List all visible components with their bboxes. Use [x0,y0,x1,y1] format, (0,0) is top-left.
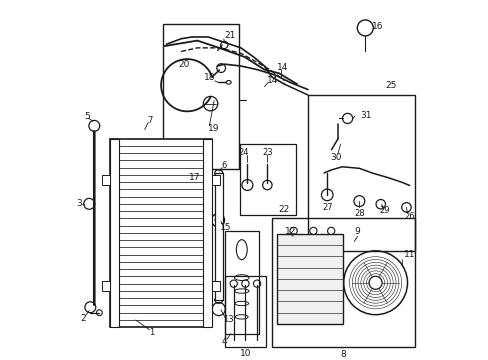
Bar [203,139,211,327]
Text: 25: 25 [385,81,396,90]
Text: 11: 11 [403,250,414,259]
Bar [224,231,259,334]
Text: 22: 22 [278,205,289,214]
Text: 14: 14 [276,63,288,72]
Bar [102,175,110,185]
Text: 15: 15 [220,223,231,232]
Bar [214,173,222,300]
Text: 14: 14 [266,76,278,85]
Text: 31: 31 [359,111,371,120]
Text: 18: 18 [204,73,215,82]
Text: 1: 1 [149,328,154,337]
Bar [102,280,110,291]
Text: 4: 4 [221,337,227,346]
Text: 23: 23 [262,148,272,157]
Text: 21: 21 [224,31,235,40]
Ellipse shape [214,170,222,176]
Bar [211,280,220,291]
Bar [224,276,266,347]
Text: 20: 20 [178,60,189,69]
Text: 28: 28 [353,209,364,218]
Text: 24: 24 [238,148,248,157]
Ellipse shape [236,240,247,260]
Bar [307,95,414,251]
Text: 5: 5 [83,112,89,121]
Text: 8: 8 [340,350,346,359]
Text: 7: 7 [147,116,153,125]
Text: 29: 29 [379,206,389,215]
Bar [240,144,296,215]
Text: 26: 26 [404,212,414,221]
Text: 9: 9 [354,227,360,236]
Text: 12: 12 [284,227,295,236]
Bar [211,175,220,185]
Text: 3: 3 [77,199,82,208]
Text: 30: 30 [329,153,341,162]
Text: 19: 19 [208,124,219,133]
Text: 6: 6 [222,161,227,170]
Text: 2: 2 [80,314,86,323]
Text: 17: 17 [189,173,200,182]
Bar [110,139,119,327]
Text: 13: 13 [223,315,233,324]
Bar [163,24,239,170]
Text: 16: 16 [371,22,383,31]
Ellipse shape [214,297,222,303]
Bar [271,219,414,347]
Bar [277,234,343,324]
Bar [110,139,211,327]
Text: 27: 27 [321,203,332,212]
Text: 10: 10 [239,349,251,358]
